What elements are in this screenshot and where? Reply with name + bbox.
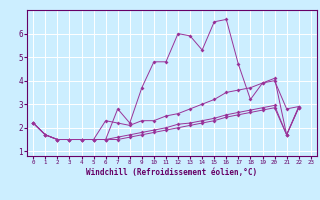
X-axis label: Windchill (Refroidissement éolien,°C): Windchill (Refroidissement éolien,°C) (86, 168, 258, 177)
